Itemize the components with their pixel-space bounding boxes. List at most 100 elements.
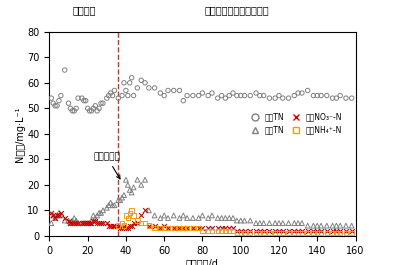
Point <box>126 188 133 192</box>
Point <box>67 106 73 111</box>
Point <box>142 208 148 213</box>
Point <box>130 94 137 98</box>
Point <box>310 94 316 98</box>
Point <box>241 231 248 235</box>
Point <box>218 94 225 98</box>
Point <box>343 231 349 235</box>
Point <box>71 221 77 225</box>
Point <box>214 216 221 220</box>
Point <box>324 224 330 228</box>
Point <box>157 226 164 230</box>
Point <box>134 178 141 182</box>
Point <box>165 88 171 92</box>
Point <box>54 213 60 218</box>
Point <box>237 229 244 233</box>
Point <box>157 216 164 220</box>
Point <box>299 229 305 233</box>
Point <box>214 226 221 230</box>
Point <box>348 224 355 228</box>
Point <box>276 221 282 225</box>
Point <box>176 88 182 92</box>
Point <box>199 229 205 233</box>
Point <box>230 226 236 230</box>
Point <box>151 224 158 228</box>
Point <box>295 221 301 225</box>
Point <box>52 216 58 220</box>
Point <box>237 94 244 98</box>
Point <box>214 96 221 100</box>
Point <box>314 94 320 98</box>
Point <box>79 221 85 225</box>
Text: 增大曝气量: 增大曝气量 <box>93 152 120 179</box>
Point <box>94 213 100 218</box>
Point <box>128 190 135 195</box>
Point <box>65 101 71 105</box>
Point <box>107 201 114 205</box>
Point <box>176 226 182 230</box>
Point <box>121 81 127 85</box>
Point <box>180 226 186 230</box>
Point <box>257 94 263 98</box>
Point <box>266 229 273 233</box>
Point <box>329 229 336 233</box>
Point <box>241 229 248 233</box>
Point <box>337 224 343 228</box>
Point <box>329 224 336 228</box>
Point <box>280 96 286 100</box>
Point <box>196 226 202 230</box>
Point <box>184 226 190 230</box>
Point <box>65 218 71 223</box>
Point <box>128 76 135 80</box>
Point <box>247 218 254 223</box>
Point <box>285 229 292 233</box>
Point <box>343 224 349 228</box>
Point <box>295 231 301 235</box>
Point <box>343 229 349 233</box>
Point <box>329 231 336 235</box>
Point <box>151 86 158 90</box>
Point <box>214 229 221 233</box>
X-axis label: 运行时间/d: 运行时间/d <box>186 258 219 265</box>
Point <box>48 221 55 225</box>
Point <box>226 94 232 98</box>
Point <box>71 216 77 220</box>
Point <box>146 224 152 228</box>
Point <box>184 226 190 230</box>
Point <box>333 231 340 235</box>
Point <box>54 104 60 108</box>
Point <box>90 218 96 223</box>
Point <box>310 224 316 228</box>
Point <box>88 221 95 225</box>
Point <box>128 208 135 213</box>
Point <box>73 218 79 223</box>
Point <box>199 213 205 218</box>
Point <box>165 226 171 230</box>
Point <box>291 221 297 225</box>
Point <box>151 213 158 218</box>
Point <box>343 96 349 100</box>
Point <box>230 91 236 95</box>
Point <box>218 216 225 220</box>
Point <box>199 91 205 95</box>
Point <box>85 221 91 225</box>
Point <box>299 91 305 95</box>
Point <box>83 99 89 103</box>
Point <box>272 221 278 225</box>
Point <box>111 203 118 207</box>
Point <box>142 221 148 225</box>
Point <box>115 198 121 202</box>
Point <box>88 218 95 223</box>
Point <box>237 231 244 235</box>
Point <box>128 224 135 228</box>
Point <box>333 96 340 100</box>
Text: 第二阶段（投加纤维素）: 第二阶段（投加纤维素） <box>205 6 269 15</box>
Point <box>337 231 343 235</box>
Point <box>180 99 186 103</box>
Point <box>48 211 55 215</box>
Point <box>314 229 320 233</box>
Point <box>280 231 286 235</box>
Point <box>71 109 77 113</box>
Point <box>96 221 102 225</box>
Point <box>266 96 273 100</box>
Point <box>337 229 343 233</box>
